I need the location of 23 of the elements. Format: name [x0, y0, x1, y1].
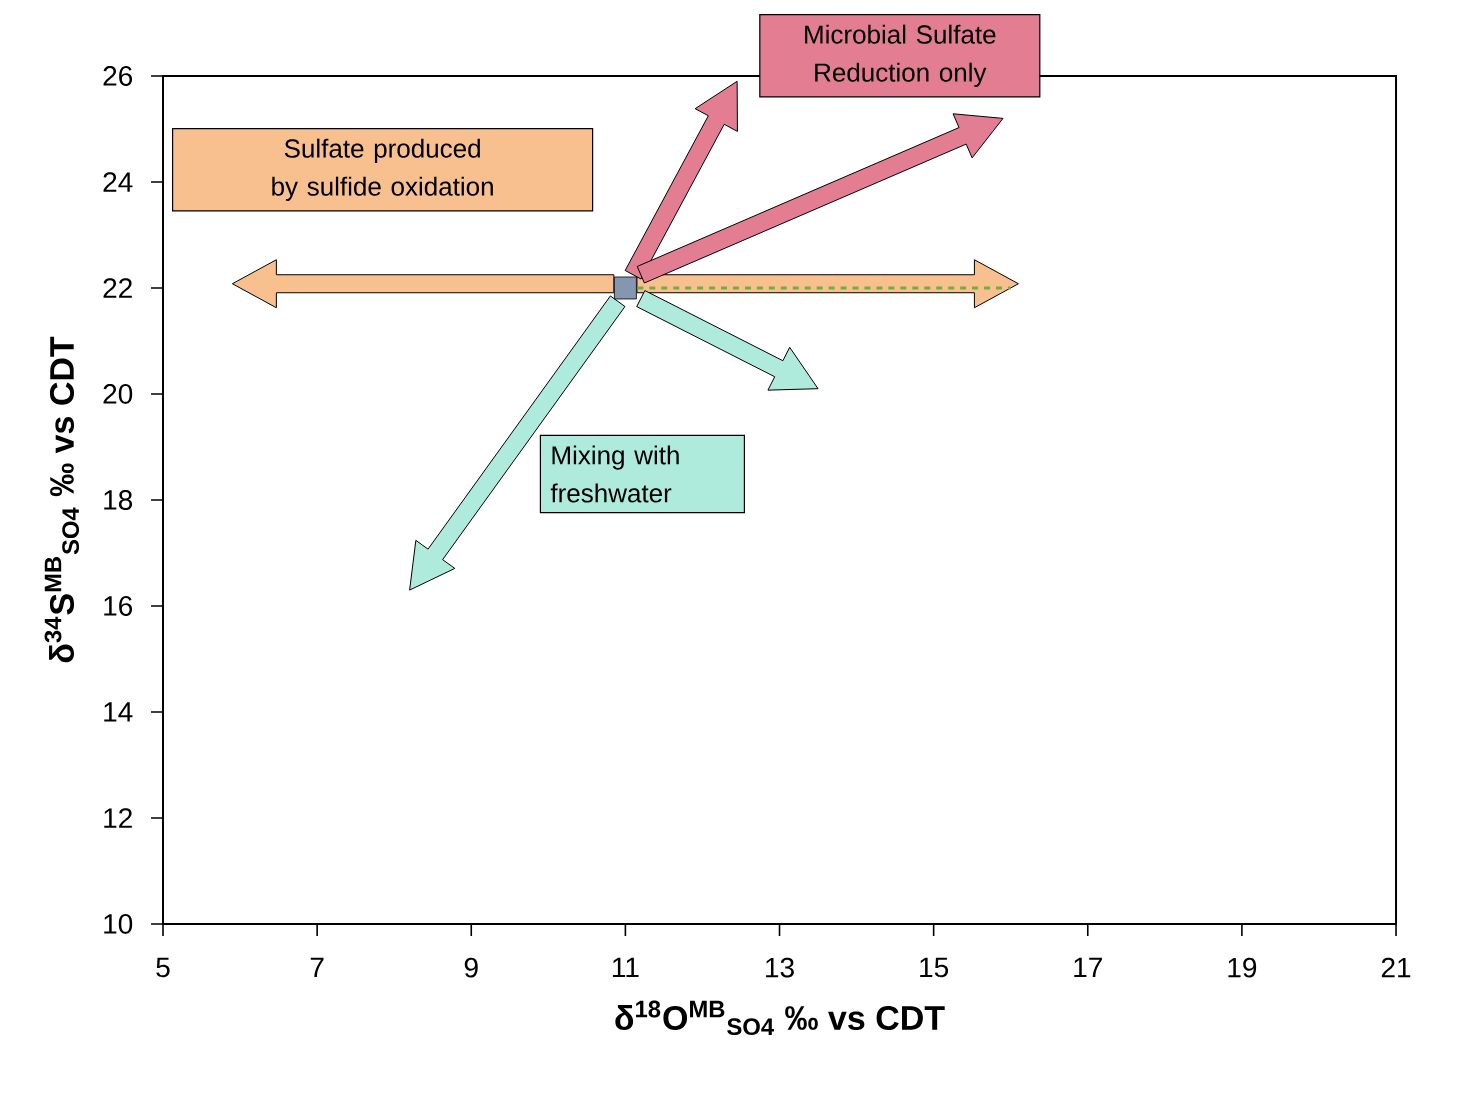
y-tick-label: 16	[104, 596, 133, 616]
y-tick-label: 18	[104, 490, 133, 510]
y-tick-label: 12	[104, 808, 132, 828]
x-tick-label: 7	[310, 957, 324, 977]
x-tick-label: 19	[1228, 957, 1257, 978]
x-tick-label: 11	[612, 957, 639, 977]
y-tick-label: 26	[103, 66, 133, 86]
y-tick-label: 10	[104, 914, 133, 934]
y-axis-title: δ$^{34}$S$^{MB}$$_{SO4}$ ‰ vs CDT	[44, 336, 80, 663]
y-tick-label: 22	[103, 278, 132, 298]
y-tick-label: 20	[103, 384, 133, 404]
x-tick-label: 9	[464, 957, 478, 978]
x-axis-title: δ$^{18}$O$^{MB}$$_{SO4}$ ‰ vs CDT	[615, 1000, 945, 1036]
y-tick-label: 14	[104, 702, 133, 722]
annotation: Mixing with freshwater	[550, 445, 679, 503]
x-tick-label: 5	[156, 957, 170, 978]
x-tick-label: 13	[766, 957, 794, 978]
x-tick-label: 21	[1381, 957, 1411, 978]
x-tick-label: 17	[1074, 957, 1102, 977]
x-tick-label: 15	[920, 957, 949, 978]
y-tick-label: 24	[103, 172, 133, 192]
annotation: Microbial Sulfate Reduction only	[805, 24, 996, 87]
annotation: Sulfate produced by sulfide oxidation	[272, 138, 493, 201]
